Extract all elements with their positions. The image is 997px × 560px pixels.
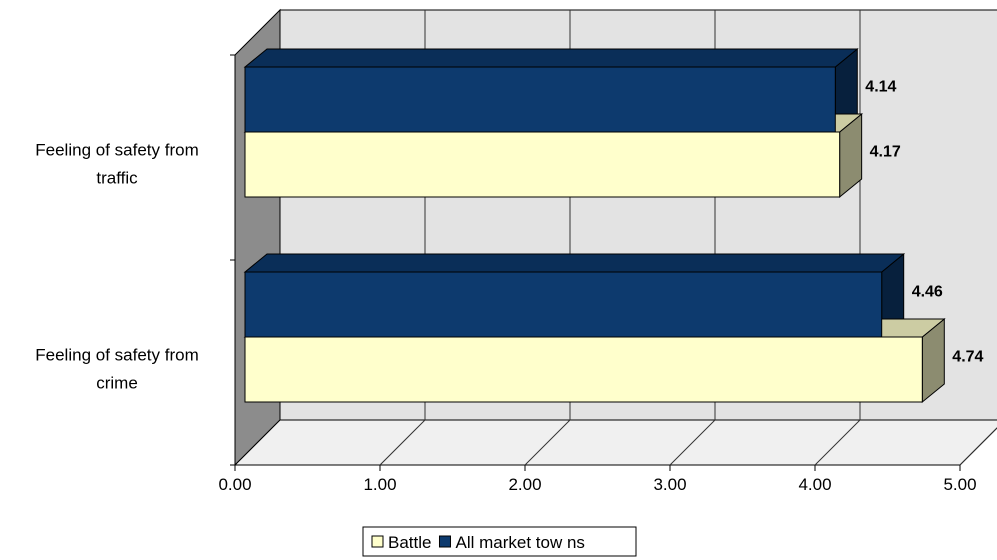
x-tick-label: 1.00	[363, 475, 396, 494]
data-label: 4.46	[912, 284, 943, 301]
floor-gridline	[814, 419, 861, 466]
floor-gridline	[669, 419, 716, 466]
x-tick-label: 5.00	[943, 475, 976, 494]
bar-top-face	[243, 48, 859, 68]
legend-swatch	[371, 535, 384, 548]
floor-gridline	[959, 427, 997, 466]
floor-gridline	[379, 419, 426, 466]
x-tick-label: 0.00	[218, 475, 251, 494]
bar-battle-0	[244, 131, 841, 198]
legend-box	[362, 526, 637, 557]
x-tick-label: 2.00	[508, 475, 541, 494]
legend-label: All market tow ns	[455, 533, 584, 552]
category-label: Feeling of safety from	[35, 141, 198, 160]
bar-all-market-towns-1	[244, 271, 883, 338]
legend-label: Battle	[388, 533, 431, 552]
bar-top-face	[243, 253, 906, 273]
bar-battle-1	[244, 336, 923, 403]
category-label: Feeling of safety from	[35, 346, 198, 365]
data-label: 4.14	[865, 79, 896, 96]
category-label: traffic	[96, 169, 138, 188]
x-tick-label: 4.00	[798, 475, 831, 494]
floor-gridline	[524, 419, 571, 466]
category-label: crime	[96, 374, 138, 393]
legend-swatch	[438, 535, 451, 548]
floor	[233, 419, 997, 466]
data-label: 4.74	[952, 349, 983, 366]
bar-all-market-towns-0	[244, 66, 836, 133]
x-tick-label: 3.00	[653, 475, 686, 494]
data-label: 4.17	[870, 144, 901, 161]
